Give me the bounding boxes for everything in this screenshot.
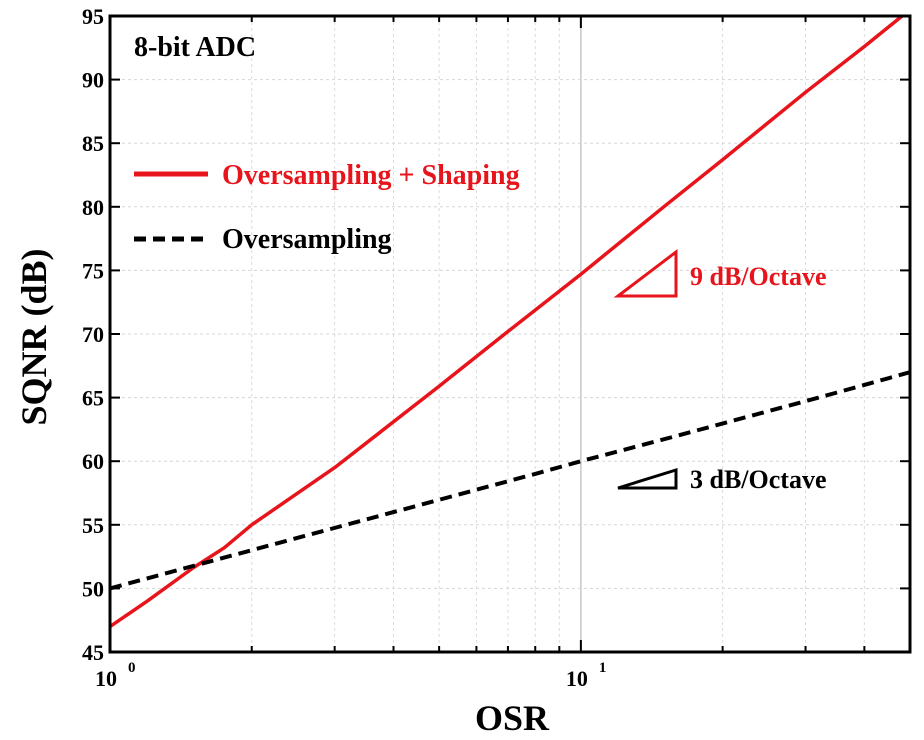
slope-triangle-3db: [617, 467, 678, 490]
chart-title: 8-bit ADC: [134, 32, 256, 63]
y-tick-label: 55: [82, 513, 104, 538]
x-tick-exponent: 1: [599, 660, 607, 676]
y-tick-label: 90: [82, 68, 104, 93]
x-tick-exponent: 0: [128, 660, 136, 676]
x-tick-label: 10: [566, 666, 588, 691]
slope-triangle-9db: [613, 248, 678, 298]
y-tick-label: 95: [82, 4, 104, 29]
y-tick-label: 60: [82, 449, 104, 474]
legend-label-shaping: Oversampling + Shaping: [222, 160, 520, 191]
y-tick-label: 80: [82, 195, 104, 220]
x-tick-label: 10: [95, 666, 117, 691]
legend-label-oversampling: Oversampling: [222, 224, 392, 255]
series-lines: [110, 16, 910, 629]
y-tick-label: 85: [82, 131, 104, 156]
series-line-shaping: [110, 16, 905, 629]
grid: [110, 16, 910, 652]
series-line-oversampling: [110, 370, 910, 591]
annotation-9db: 9 dB/Octave: [690, 262, 827, 291]
annotation-3db: 3 dB/Octave: [690, 465, 827, 494]
y-tick-label: 75: [82, 258, 104, 283]
y-tick-label: 70: [82, 322, 104, 347]
x-axis-title: OSR: [475, 698, 550, 738]
plot-frame: [108, 14, 912, 654]
y-tick-label: 65: [82, 386, 104, 411]
y-tick-label: 45: [82, 640, 104, 665]
y-axis-title: SQNR (dB): [14, 248, 54, 425]
y-tick-label: 50: [82, 576, 104, 601]
